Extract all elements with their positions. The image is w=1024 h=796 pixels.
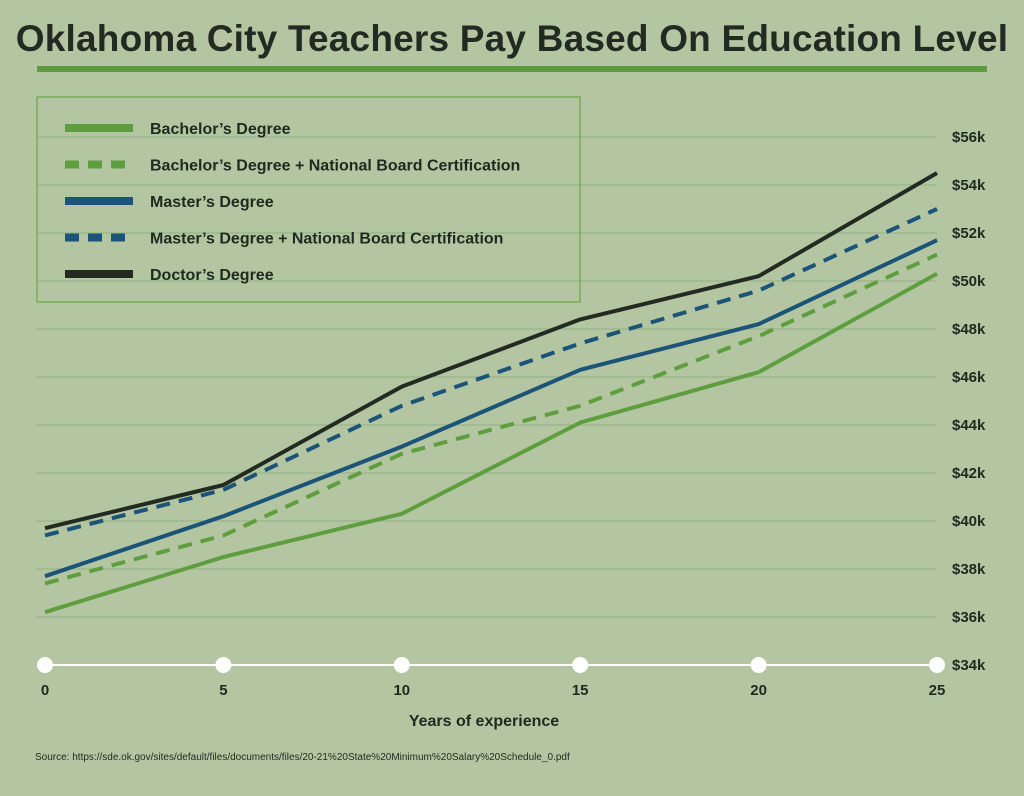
x-tick-label: 5 bbox=[219, 682, 227, 699]
chart-title: Oklahoma City Teachers Pay Based On Educ… bbox=[15, 18, 1009, 59]
series-line-3 bbox=[44, 238, 938, 579]
x-tick-label: 15 bbox=[572, 682, 589, 699]
source-note: Source: https://sde.ok.gov/sites/default… bbox=[35, 752, 570, 763]
series-line-5 bbox=[44, 171, 939, 531]
series-line-4 bbox=[44, 207, 938, 538]
legend-label: Doctor’s Degree bbox=[150, 267, 274, 284]
x-axis-marker bbox=[750, 657, 767, 673]
x-tick-label: 25 bbox=[929, 682, 946, 699]
y-tick-label: $54k bbox=[952, 177, 986, 194]
x-tick-label: 10 bbox=[393, 682, 410, 699]
x-tick-label: 0 bbox=[41, 682, 49, 699]
legend: Bachelor’s Degree Bachelor’s Degree + Nat… bbox=[36, 96, 581, 303]
x-axis-marker bbox=[393, 657, 410, 673]
y-tick-label: $52k bbox=[952, 225, 986, 242]
x-tick-label: 20 bbox=[750, 682, 767, 699]
x-axis-marker bbox=[572, 657, 589, 673]
y-tick-label: $38k bbox=[952, 561, 986, 578]
y-tick-label: $36k bbox=[952, 609, 986, 626]
y-tick-label: $42k bbox=[952, 465, 986, 482]
x-axis: 0 5 10 15 20 25 bbox=[37, 657, 945, 699]
y-tick-label: $48k bbox=[952, 321, 986, 338]
y-tick-label: $40k bbox=[952, 513, 986, 530]
legend-box bbox=[36, 96, 581, 303]
x-axis-marker bbox=[37, 657, 53, 673]
y-axis-ticks: $34k $36k $38k $40k $42k $44k $46k $48k $50k $52k… bbox=[952, 129, 986, 674]
x-axis-marker bbox=[215, 657, 232, 673]
y-tick-label: $44k bbox=[952, 417, 986, 434]
series-line-2 bbox=[44, 252, 938, 586]
legend-label: Master’s Degree + National Board Certifi… bbox=[150, 231, 503, 248]
series-lines bbox=[44, 171, 939, 615]
legend-label: Master’s Degree bbox=[150, 194, 274, 211]
legend-label: Bachelor’s Degree bbox=[150, 121, 291, 138]
title-underline bbox=[37, 66, 987, 72]
series-line-1 bbox=[44, 272, 938, 615]
y-tick-label: $56k bbox=[952, 129, 986, 146]
legend-label: Bachelor’s Degree + National Board Certi… bbox=[150, 158, 520, 175]
y-tick-label: $46k bbox=[952, 369, 986, 386]
y-tick-label: $50k bbox=[952, 273, 986, 290]
x-axis-marker bbox=[929, 657, 945, 673]
y-tick-label: $34k bbox=[952, 657, 986, 674]
x-axis-title: Years of experience bbox=[409, 713, 559, 730]
